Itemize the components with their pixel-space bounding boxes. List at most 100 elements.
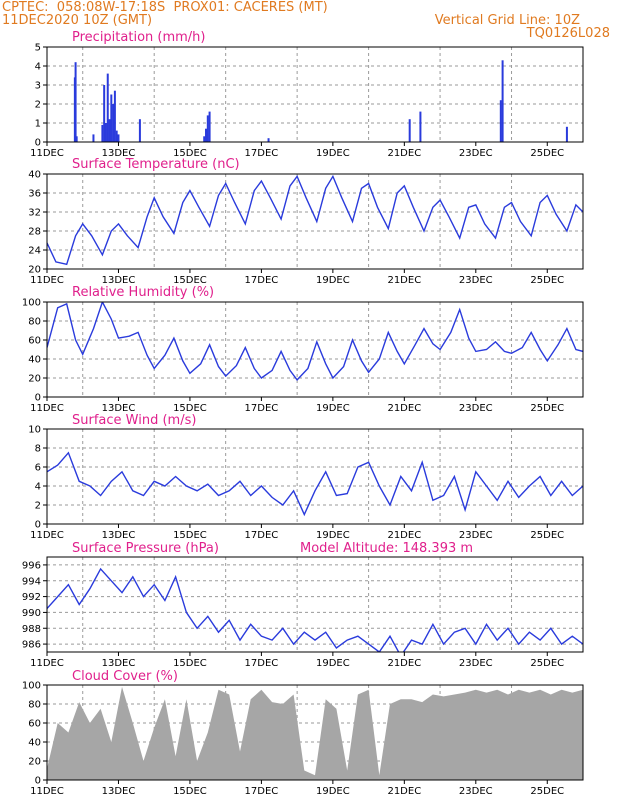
rh-x-tick-label: 23DEC xyxy=(459,403,493,414)
panel-surface-temperature: Surface Temperature (nC) 20 24 28 32 36 40 11D… xyxy=(28,157,584,286)
wind-y-tick-label: 2 xyxy=(35,501,41,512)
cloud-cover-title: Cloud Cover (%) xyxy=(72,669,178,684)
rh-x-tick-label: 17DEC xyxy=(245,403,279,414)
rh-x-tick-label: 11DEC xyxy=(30,403,64,414)
surface-temperature-title: Surface Temperature (nC) xyxy=(72,157,240,172)
temp-y-tick-label: 32 xyxy=(28,208,41,219)
cloud-x-tick-label: 19DEC xyxy=(316,786,350,797)
wind-x-tick-label: 11DEC xyxy=(30,530,64,541)
precip-bar xyxy=(113,90,116,142)
wind-x-tick-label: 15DEC xyxy=(173,530,207,541)
cloud-y-tick-label: 100 xyxy=(22,681,41,692)
panel-cloud-cover: Cloud Cover (%) 0 20 40 60 80 100 11DEC 13DEC 15… xyxy=(22,669,584,797)
pressure-x-tick-label: 17DEC xyxy=(245,658,279,669)
cloud-y-tick-label: 80 xyxy=(28,700,41,711)
precip-bar xyxy=(203,136,206,142)
temp-y-tick-label: 20 xyxy=(28,265,41,276)
precip-x-tick-label: 21DEC xyxy=(387,148,421,159)
rh-y-tick-label: 20 xyxy=(28,374,41,385)
precip-y-tick-label: 1 xyxy=(35,119,41,130)
pressure-y-tick-label: 988 xyxy=(22,624,41,635)
precip-bar xyxy=(565,126,568,142)
pressure-x-tick-label: 23DEC xyxy=(459,658,493,669)
pressure-x-tick-label: 19DEC xyxy=(316,658,350,669)
precip-bar xyxy=(205,128,208,142)
precip-bar xyxy=(267,138,270,142)
precip-y-tick-label: 5 xyxy=(35,43,41,54)
header-model-code: TQ0126L028 xyxy=(526,26,610,41)
precip-bar xyxy=(112,104,115,142)
temp-frame xyxy=(46,173,584,270)
pressure-x-tick-label: 25DEC xyxy=(530,658,564,669)
rh-y-tick-label: 0 xyxy=(35,393,41,404)
pressure-frame xyxy=(46,556,584,653)
rh-x-tick-label: 13DEC xyxy=(102,403,136,414)
precip-bar xyxy=(206,115,209,142)
precip-bar xyxy=(408,119,411,142)
precip-bar xyxy=(106,73,109,142)
model-altitude-label: Model Altitude: 148.393 m xyxy=(300,541,473,556)
temp-y-tick-label: 28 xyxy=(28,227,41,238)
precip-x-tick-label: 23DEC xyxy=(459,148,493,159)
precip-bar xyxy=(110,94,113,142)
cloud-x-tick-label: 13DEC xyxy=(102,786,136,797)
precip-x-tick-label: 17DEC xyxy=(245,148,279,159)
relative-humidity-title: Relative Humidity (%) xyxy=(72,285,214,300)
precip-y-tick-label: 3 xyxy=(35,81,41,92)
wind-x-tick-label: 19DEC xyxy=(316,530,350,541)
pressure-y-tick-label: 996 xyxy=(22,560,41,571)
temp-x-tick-label: 25DEC xyxy=(530,275,564,286)
panel-precipitation: Precipitation (mm/h) 0 1 2 3 4 5 11DEC 13DEC 15D… xyxy=(30,30,584,159)
temp-x-tick-label: 15DEC xyxy=(173,275,207,286)
cloud-x-tick-label: 15DEC xyxy=(173,786,207,797)
panel-relative-humidity: Relative Humidity (%) 0 20 40 60 80 100 11DEC 1… xyxy=(22,285,584,414)
rh-x-tick-label: 15DEC xyxy=(173,403,207,414)
rh-x-tick-label: 19DEC xyxy=(316,403,350,414)
cloud-y-tick-label: 0 xyxy=(35,776,41,787)
precip-bar xyxy=(115,130,118,142)
rh-y-tick-label: 60 xyxy=(28,336,41,347)
header-run-time: 11DEC2020 10Z (GMT) xyxy=(2,13,153,28)
rh-y-tick-label: 40 xyxy=(28,355,41,366)
surface-wind-title: Surface Wind (m/s) xyxy=(72,413,196,428)
pressure-y-tick-label: 990 xyxy=(22,608,41,619)
precip-bar xyxy=(208,111,211,142)
precip-x-tick-label: 13DEC xyxy=(102,148,136,159)
temp-x-tick-label: 13DEC xyxy=(102,275,136,286)
cloud-area xyxy=(47,686,583,780)
precip-bar xyxy=(419,111,422,142)
rh-x-tick-label: 21DEC xyxy=(387,403,421,414)
header-station: CPTEC: 058:08W-17:18S PROX01: CACERES (M… xyxy=(2,0,328,15)
header-grid-line-note: Vertical Grid Line: 10Z xyxy=(434,13,580,28)
cloud-x-tick-label: 21DEC xyxy=(387,786,421,797)
rh-frame xyxy=(46,301,584,398)
wind-y-tick-label: 8 xyxy=(35,444,41,455)
precip-bar xyxy=(103,85,106,142)
precip-bar xyxy=(499,100,502,142)
cloud-frame xyxy=(46,684,584,781)
cloud-y-tick-label: 20 xyxy=(28,757,41,768)
surface-pressure-title: Surface Pressure (hPa) xyxy=(72,541,219,556)
wind-y-tick-label: 10 xyxy=(28,425,41,436)
temp-y-tick-label: 24 xyxy=(28,246,41,257)
temp-x-tick-label: 17DEC xyxy=(245,275,279,286)
wind-x-tick-label: 13DEC xyxy=(102,530,136,541)
pressure-y-tick-label: 992 xyxy=(22,592,41,603)
wind-y-tick-label: 0 xyxy=(35,520,41,531)
wind-y-tick-label: 4 xyxy=(35,482,41,493)
pressure-y-tick-label: 994 xyxy=(22,576,41,587)
pressure-x-tick-label: 13DEC xyxy=(102,658,136,669)
precip-bar xyxy=(108,119,111,142)
rh-y-tick-label: 80 xyxy=(28,317,41,328)
pressure-x-tick-label: 11DEC xyxy=(30,658,64,669)
precip-bar xyxy=(74,62,77,143)
temp-x-tick-label: 23DEC xyxy=(459,275,493,286)
cloud-y-tick-label: 40 xyxy=(28,738,41,749)
cloud-y-tick-label: 60 xyxy=(28,719,41,730)
wind-x-tick-label: 23DEC xyxy=(459,530,493,541)
pressure-y-tick-label: 986 xyxy=(22,640,41,651)
wind-frame xyxy=(46,428,584,525)
panel-surface-pressure: Surface Pressure (hPa) Model Altitude: 1… xyxy=(22,541,584,669)
wind-x-tick-label: 17DEC xyxy=(245,530,279,541)
